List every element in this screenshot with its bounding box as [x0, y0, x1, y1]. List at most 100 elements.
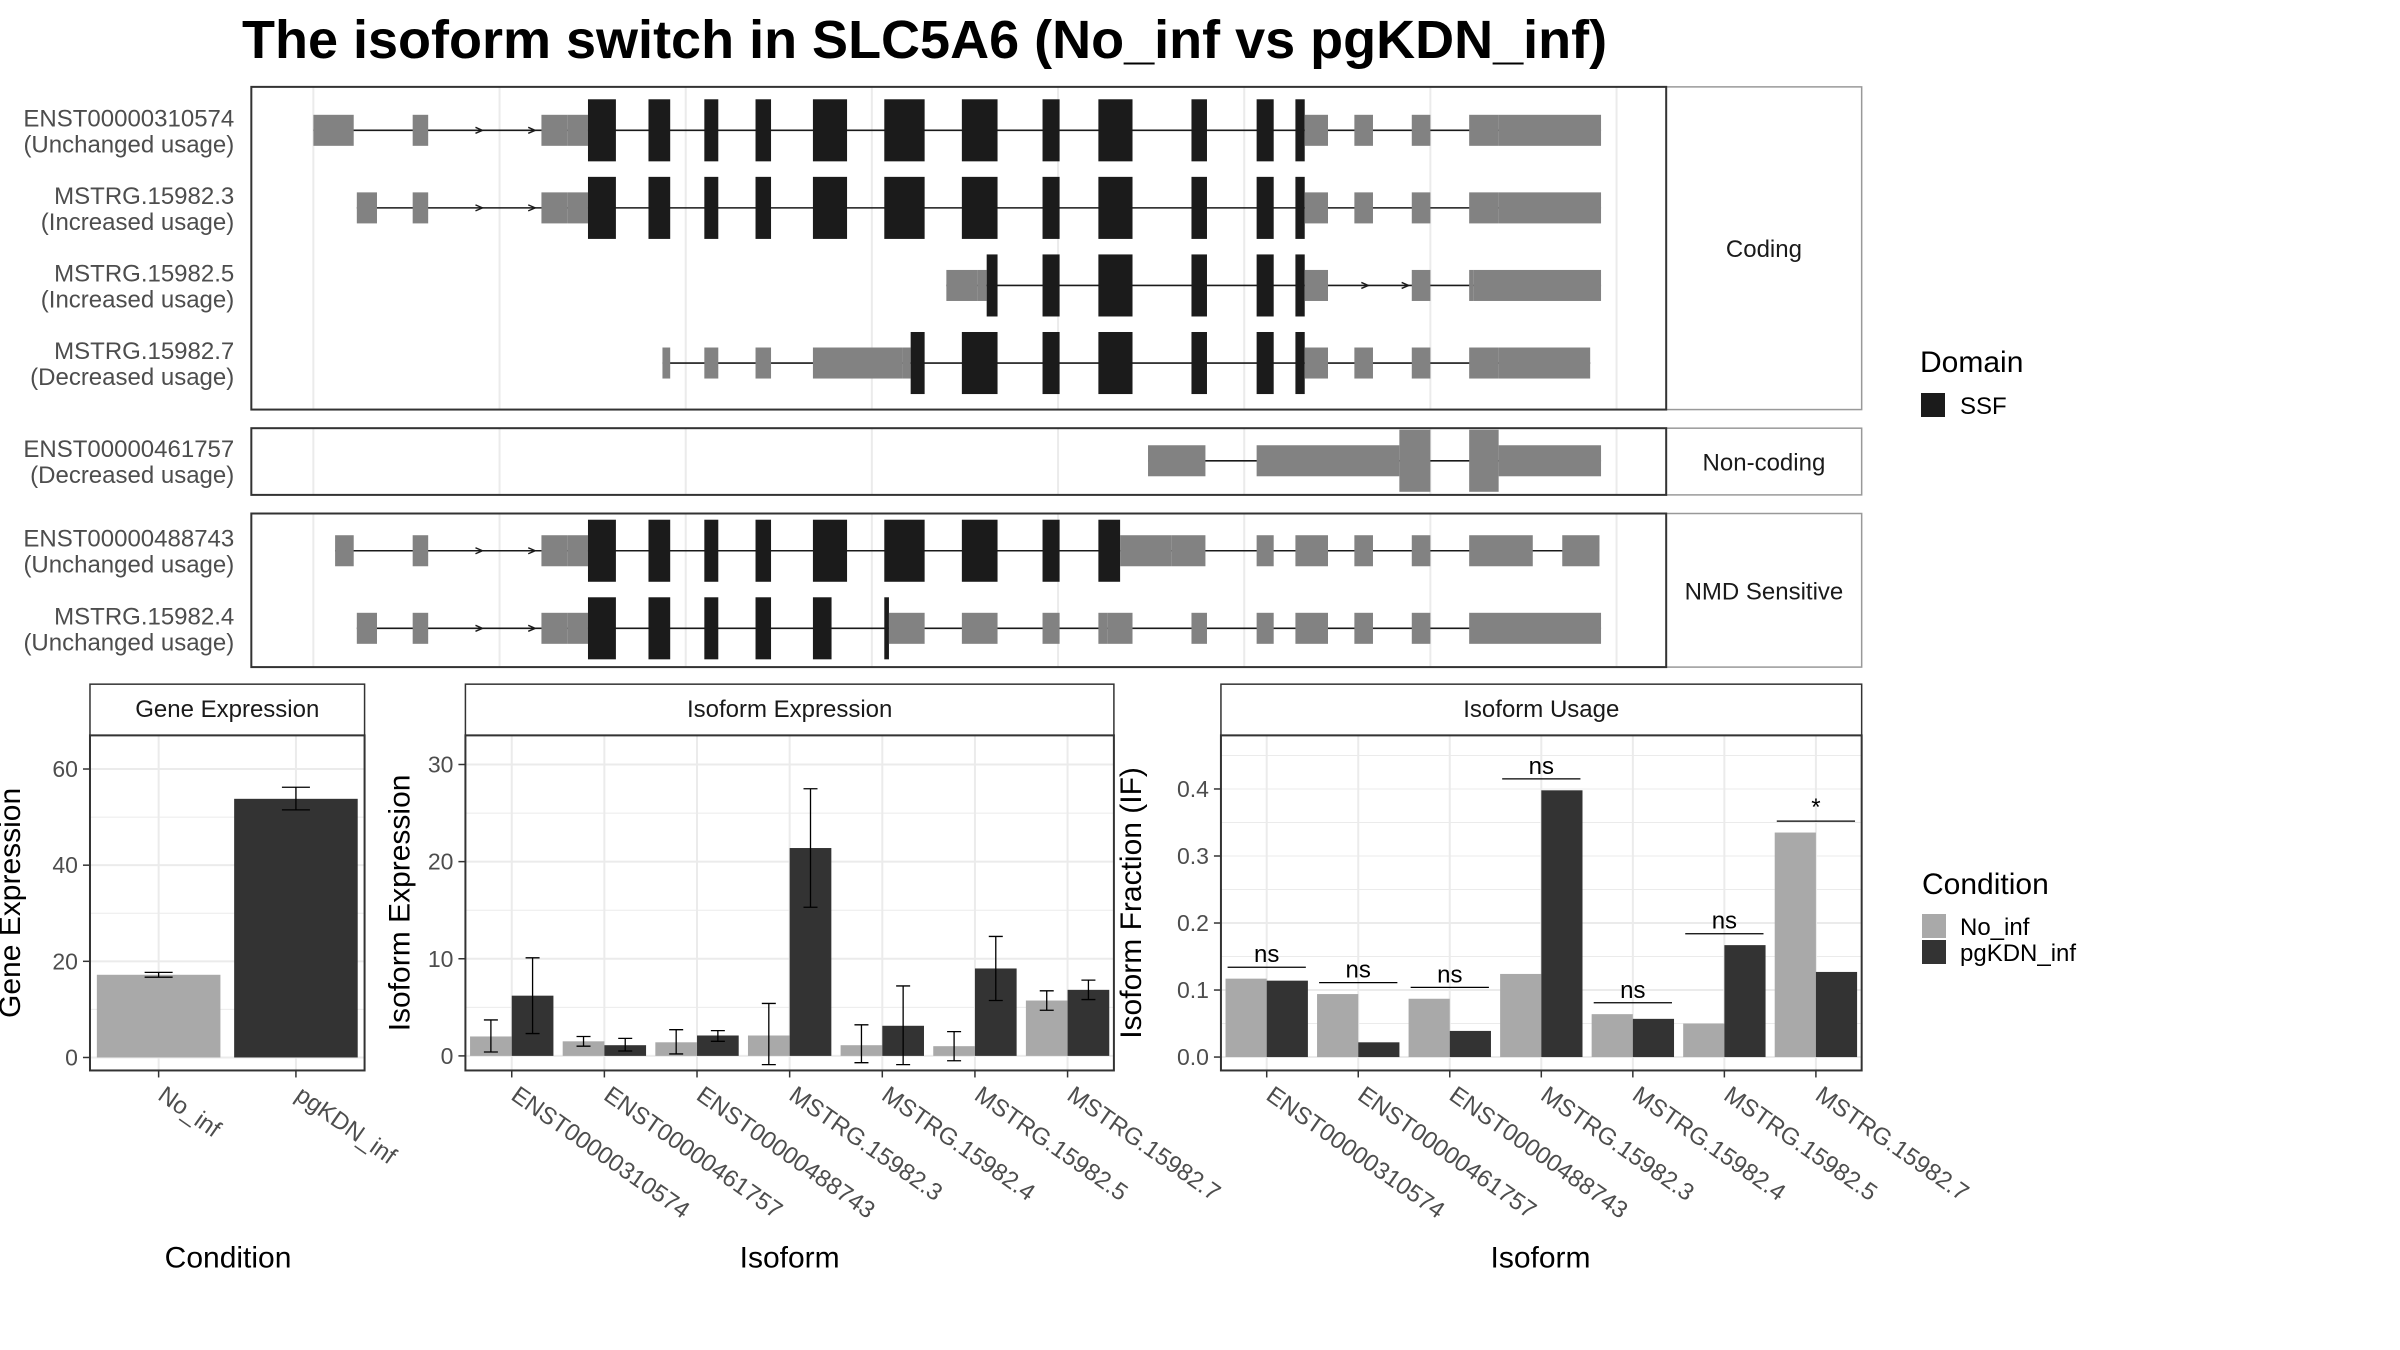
exon [1304, 269, 1328, 301]
exon-ssf-domain [648, 519, 671, 582]
error-bar [483, 1019, 498, 1053]
significance-label: * [1811, 794, 1820, 821]
exon-ssf-domain [1042, 99, 1060, 162]
exon [541, 535, 568, 567]
error-bar [669, 1029, 684, 1055]
transcript-status-label: (Decreased usage) [30, 462, 234, 489]
exon [1411, 192, 1431, 224]
exon [1304, 347, 1328, 379]
error-bar [1081, 979, 1096, 1001]
exon [1469, 612, 1602, 644]
y-tick-label: 0.0 [1177, 1044, 1209, 1070]
panel-border [88, 734, 366, 1072]
bar-pgkdn-inf-enst00000488743 [697, 1035, 739, 1056]
exon [902, 347, 911, 379]
bar-no-inf [96, 974, 221, 1058]
transcript-status-label: (Decreased usage) [30, 364, 234, 391]
bar-pgkdn-inf-enst00000488743 [1449, 1030, 1491, 1058]
structure-group-coding: Coding ENST00000310574(Unchanged usage) MS… [23, 85, 1863, 411]
y-tick-label: 40 [52, 852, 78, 878]
transcript-name-label: ENST00000310574 [23, 105, 234, 132]
structure-panel-bg [251, 86, 1667, 410]
exon [1469, 114, 1499, 146]
exon-ssf-domain [755, 176, 772, 239]
legend-label-pgkdn-inf: pgKDN_inf [1960, 940, 2076, 967]
direction-arrow [475, 547, 485, 555]
transcript-status-label: (Increased usage) [41, 286, 234, 313]
exon [335, 535, 354, 567]
exon-ssf-domain [1295, 99, 1305, 162]
exon-ssf-domain [1042, 331, 1060, 395]
exon [1469, 192, 1499, 224]
exon [1411, 535, 1431, 567]
exon-ssf-domain [1191, 331, 1207, 395]
exon [1498, 114, 1602, 146]
direction-arrow [527, 204, 538, 212]
error-bar [761, 1002, 776, 1066]
exon-ssf-domain [1098, 331, 1133, 395]
exon [541, 192, 568, 224]
y-tick-label: 20 [52, 948, 78, 974]
significance-label: ns [1254, 941, 1279, 968]
direction-arrow [527, 624, 538, 632]
domain-legend: Domain SSF [1920, 346, 2023, 420]
y-axis-label-gene-expression: Gene Expression [0, 788, 27, 1018]
exon [662, 347, 671, 379]
error-bar [1039, 990, 1054, 1011]
transcript-name-label: MSTRG.15982.3 [54, 183, 234, 210]
exon [755, 347, 772, 379]
x-tick-label-mstrg-15982-4: MSTRG.15982.4 [1627, 1081, 1790, 1206]
domain-legend-title: Domain [1920, 346, 2023, 379]
exon-ssf-domain [587, 519, 616, 582]
exon [1256, 445, 1400, 477]
exon [1498, 192, 1602, 224]
bar-pgkdn-inf-enst00000461757 [1358, 1042, 1400, 1058]
y-tick-label: 0.4 [1177, 776, 1209, 802]
exon-ssf-domain [910, 331, 925, 395]
exon [1304, 114, 1328, 146]
exon-ssf-domain [1098, 519, 1121, 582]
structure-panel-border [250, 512, 1668, 669]
exon [1411, 269, 1431, 301]
exon [1042, 612, 1060, 644]
bar-no-inf-mstrg-15982-7 [1774, 832, 1816, 1058]
exon-ssf-domain [1042, 519, 1060, 582]
exon [1498, 445, 1602, 477]
bar-no-inf-enst00000461757 [1317, 994, 1359, 1058]
panel-isoform-usage: Isoform Usage ns ns ns ns ns ns * 0.0 0.1 0.2 0.3 0.… [1115, 683, 1973, 1274]
exon-ssf-domain [884, 597, 889, 660]
exon-ssf-domain [961, 331, 998, 395]
exon [1120, 535, 1172, 567]
bar-pgkdn-inf-enst00000310574 [1266, 980, 1308, 1058]
significance-label: ns [1346, 957, 1371, 984]
legend-key-no-inf [1922, 914, 1946, 938]
exon-ssf-domain [961, 99, 998, 162]
transcript-name-label: ENST00000488743 [23, 526, 234, 553]
exon-ssf-domain [812, 597, 832, 660]
x-tick-label-no-inf: No_inf [153, 1081, 226, 1143]
bar-pgkdn-inf-mstrg-15982-5 [1724, 945, 1766, 1058]
error-bar [281, 786, 310, 811]
direction-arrow [527, 126, 538, 134]
exon [567, 612, 588, 644]
x-tick-label-pgkdn-inf: pgKDN_inf [290, 1081, 401, 1170]
x-tick-label-mstrg-15982-5: MSTRG.15982.5 [969, 1081, 1132, 1206]
bar-pgkdn-inf [234, 798, 358, 1058]
bar-no-inf-enst00000488743 [1408, 998, 1450, 1058]
exon-ssf-domain [1191, 99, 1207, 162]
exon-ssf-domain [1295, 254, 1305, 317]
exon-ssf-domain [812, 176, 848, 239]
exon [1148, 445, 1206, 477]
transcript-enst00000461757: ENST00000461757(Decreased usage) [23, 429, 1602, 492]
exon-ssf-domain [1042, 176, 1060, 239]
significance-label: ns [1437, 961, 1462, 988]
bar-no-inf-mstrg-15982-3 [1500, 973, 1542, 1058]
exon [1354, 192, 1373, 224]
transcript-status-label: (Increased usage) [41, 209, 234, 236]
transcript-mstrg-15982-3: MSTRG.15982.3(Increased usage) [41, 176, 1602, 239]
exon-ssf-domain [812, 99, 848, 162]
exon-ssf-domain [884, 176, 925, 239]
significance-label: ns [1712, 908, 1737, 935]
x-axis-label-gene-expression: Condition [165, 1241, 292, 1274]
exon [541, 612, 568, 644]
